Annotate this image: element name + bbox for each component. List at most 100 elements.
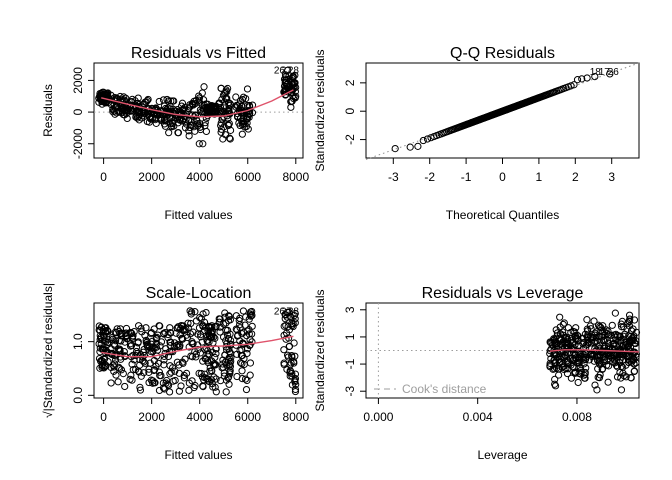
data-point	[280, 322, 288, 330]
data-point	[152, 335, 161, 343]
data-point	[174, 323, 182, 331]
data-point	[137, 325, 145, 333]
data-point	[609, 339, 618, 348]
data-point	[570, 81, 578, 89]
x-tick-label: 1	[536, 170, 543, 184]
data-point	[241, 123, 249, 131]
data-point	[280, 82, 289, 90]
data-point	[155, 386, 164, 395]
data-point	[608, 321, 616, 329]
data-point	[290, 95, 298, 103]
data-point	[291, 319, 299, 327]
y-tick-label: 2	[343, 79, 357, 86]
data-point	[219, 91, 228, 99]
data-point	[155, 322, 163, 330]
data-point	[127, 341, 136, 350]
data-point	[239, 307, 248, 315]
data-point	[204, 100, 212, 108]
data-point	[593, 333, 601, 341]
data-point	[243, 376, 251, 385]
data-point	[107, 379, 115, 387]
data-point	[570, 355, 578, 363]
data-point	[232, 93, 240, 101]
data-point	[571, 332, 579, 340]
data-point	[204, 112, 212, 120]
data-point	[564, 358, 572, 366]
chart-title: Residuals vs Fitted	[131, 45, 266, 62]
x-tick-label: 2	[572, 170, 579, 184]
data-point	[195, 140, 203, 148]
data-point	[136, 386, 145, 394]
data-point	[219, 360, 227, 368]
data-point	[199, 140, 207, 148]
data-point	[191, 308, 199, 316]
data-point	[96, 92, 104, 100]
data-point	[629, 325, 637, 333]
point-id-label: 27	[281, 65, 293, 76]
data-point	[567, 82, 575, 90]
x-tick-label: -1	[461, 170, 472, 184]
x-tick-label: 4000	[186, 170, 213, 184]
data-point	[98, 361, 106, 369]
data-point	[222, 376, 231, 384]
data-point	[209, 383, 217, 391]
data-point	[166, 362, 174, 370]
data-point	[594, 365, 602, 373]
data-point	[288, 320, 296, 328]
data-point	[212, 350, 220, 358]
data-point	[127, 329, 136, 337]
data-point	[241, 118, 249, 126]
x-tick-label: 6000	[234, 410, 261, 424]
x-tick-label: -2	[424, 170, 435, 184]
data-point	[132, 365, 140, 374]
data-point	[199, 96, 208, 104]
data-point	[626, 315, 634, 323]
data-point	[108, 333, 116, 342]
data-point	[136, 351, 145, 359]
data-point	[99, 331, 108, 340]
data-point	[189, 328, 197, 336]
data-point	[286, 312, 295, 321]
chart-title: Q-Q Residuals	[450, 45, 555, 62]
data-point	[121, 382, 129, 391]
data-point	[285, 72, 293, 80]
data-point	[601, 328, 609, 336]
data-point	[208, 323, 216, 331]
data-point	[167, 368, 175, 376]
data-point	[215, 318, 223, 326]
data-point	[216, 315, 224, 323]
data-point	[123, 114, 131, 123]
y-axis-label: √|Standardized residuals|	[41, 283, 55, 418]
data-point	[164, 381, 173, 389]
data-point	[151, 116, 160, 124]
data-point	[167, 338, 175, 346]
data-point	[109, 105, 117, 113]
data-point	[284, 66, 292, 74]
data-point	[175, 369, 183, 377]
data-point	[584, 336, 592, 344]
point-id-label: 26	[274, 65, 286, 76]
data-point	[147, 340, 156, 348]
data-point	[630, 367, 639, 375]
data-point	[291, 79, 299, 87]
data-point	[210, 110, 219, 118]
data-point	[288, 352, 296, 360]
data-point	[232, 325, 240, 333]
data-point	[128, 360, 136, 368]
data-point	[102, 362, 110, 370]
data-point	[204, 347, 212, 355]
data-point	[286, 361, 294, 369]
data-point	[133, 112, 141, 120]
data-point	[166, 324, 174, 332]
point-id-label: 27	[281, 307, 293, 318]
data-point	[587, 325, 595, 333]
y-tick-label: 0.0	[71, 387, 85, 404]
data-point	[197, 369, 205, 378]
smoother-line	[101, 335, 294, 358]
data-point	[107, 101, 116, 109]
data-point	[564, 324, 572, 332]
data-point	[627, 374, 635, 382]
data-point	[96, 326, 104, 335]
data-point	[581, 330, 589, 338]
data-point	[291, 387, 300, 396]
